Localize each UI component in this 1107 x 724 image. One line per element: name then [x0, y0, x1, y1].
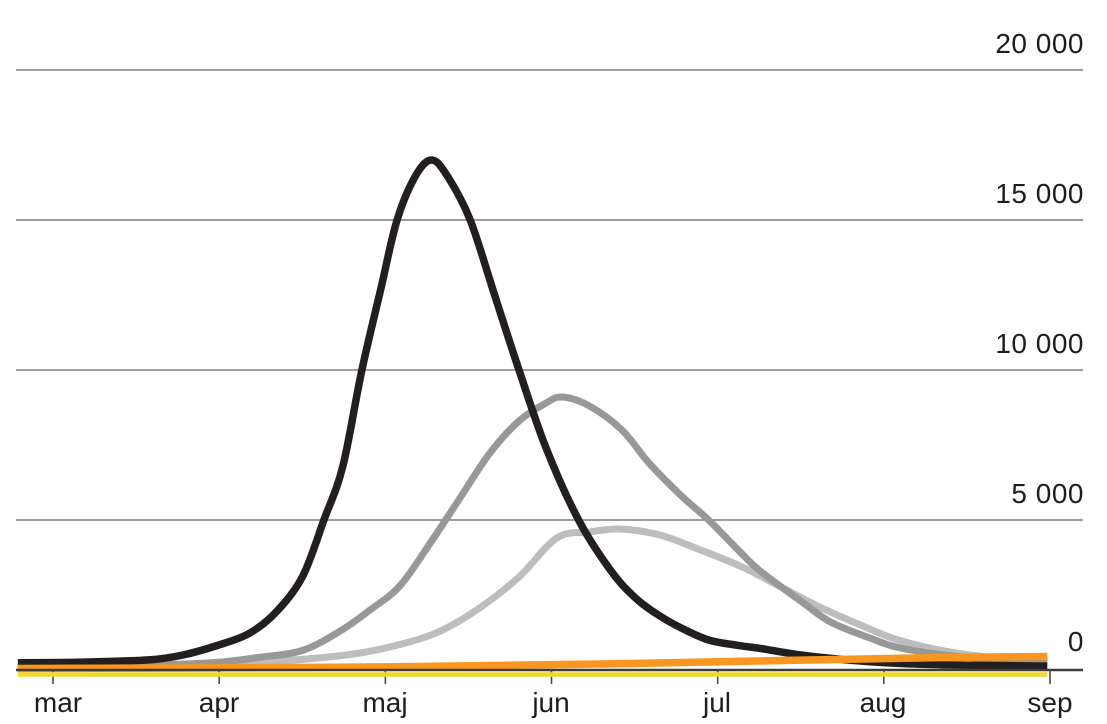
x-axis-label-jun: jun — [532, 687, 570, 718]
x-axis-label-mar: mar — [33, 687, 83, 718]
y-axis-label-15000: 15 000 — [995, 178, 1084, 209]
y-axis-label-0: 0 — [1067, 626, 1084, 657]
x-axis-label-aug: aug — [859, 687, 907, 718]
x-axis-label-sep: sep — [1027, 687, 1073, 718]
curve-scenario-gray — [17, 393, 1048, 672]
curve-scenario-light-gray — [17, 525, 1048, 672]
curve-scenario-orange — [17, 652, 1048, 673]
y-axis-label-20000: 20 000 — [995, 28, 1084, 59]
y-axis-label-5000: 5 000 — [1011, 478, 1084, 509]
y-axis-label-10000: 10 000 — [995, 328, 1084, 359]
x-axis-label-apr: apr — [198, 687, 240, 718]
x-axis-label-jul: jul — [702, 687, 732, 718]
x-axis-label-maj: maj — [362, 687, 408, 718]
curve-scenario-black — [17, 156, 1048, 670]
